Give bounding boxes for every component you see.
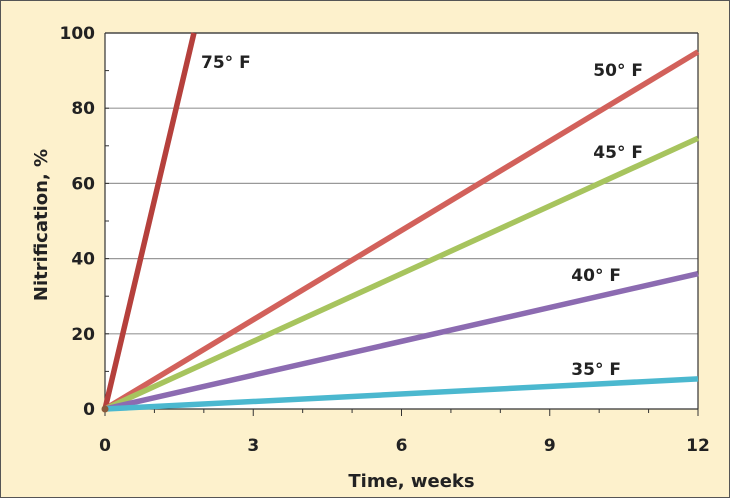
series-label: 45° F xyxy=(593,143,643,163)
y-tick-label: 20 xyxy=(71,325,95,345)
series-line-1 xyxy=(103,49,700,412)
x-tick-label: 9 xyxy=(544,436,556,456)
series-line-2 xyxy=(103,135,700,412)
x-tick-label: 3 xyxy=(247,436,259,456)
x-tick-label: 12 xyxy=(686,436,710,456)
tick-labels: 0 20 40 60 80 100 0 3 6 9 12 xyxy=(60,24,710,456)
y-tick-label: 0 xyxy=(83,400,95,420)
series-line-4 xyxy=(104,376,699,412)
x-tick-label: 6 xyxy=(396,436,408,456)
y-tick-label: 60 xyxy=(71,174,95,194)
series-line-3 xyxy=(104,270,699,412)
origin-point xyxy=(101,405,109,413)
series-lines xyxy=(101,32,700,413)
series-label: 50° F xyxy=(593,61,643,81)
series-label: 40° F xyxy=(571,266,621,286)
series-line-0 xyxy=(102,32,197,410)
series-label: 75° F xyxy=(201,53,251,73)
series-label: 35° F xyxy=(571,360,621,380)
y-tick-label: 100 xyxy=(60,24,96,44)
x-tick-label: 0 xyxy=(99,436,111,456)
y-tick-label: 80 xyxy=(71,99,95,119)
axes xyxy=(104,32,699,410)
series-labels: 75° F 50° F 45° F 40° F 35° F xyxy=(201,53,643,380)
axis-ticks xyxy=(104,32,699,416)
x-axis-title: Time, weeks xyxy=(348,471,474,492)
y-tick-label: 40 xyxy=(71,250,95,270)
y-axis-title: Nitrification, % xyxy=(31,149,52,301)
